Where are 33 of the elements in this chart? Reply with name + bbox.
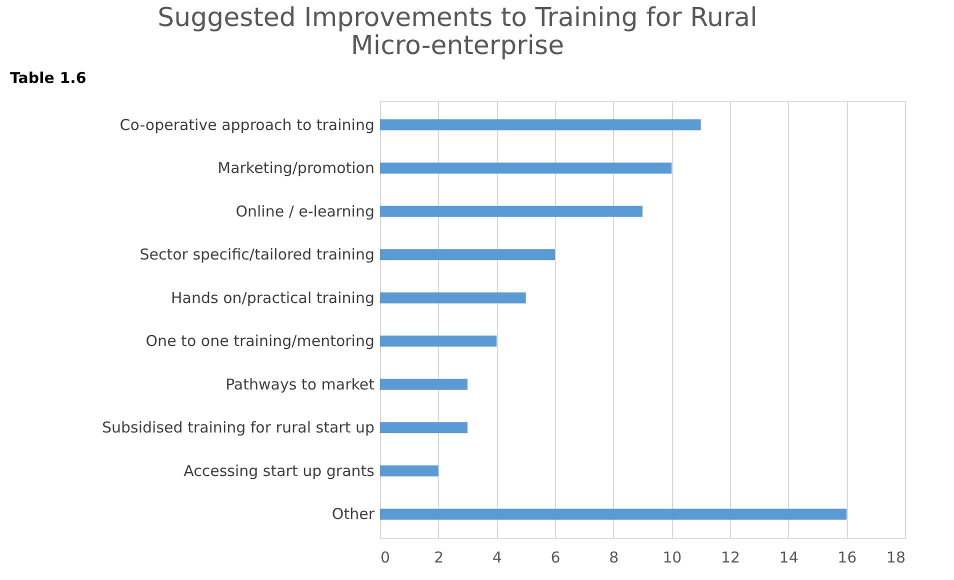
bar <box>380 162 672 174</box>
text: Micro-enterprise <box>350 31 564 61</box>
x-tick-label: 6 <box>550 548 560 566</box>
y-tick-label: Pathways to market <box>226 375 375 394</box>
text: Suggested Improvements to Training for Rural <box>158 3 758 33</box>
bar <box>380 249 555 260</box>
bar <box>380 422 468 434</box>
x-tick-label: 14 <box>779 548 798 566</box>
bar <box>380 508 847 520</box>
bar <box>380 206 642 217</box>
x-tick-label: 0 <box>380 548 390 566</box>
y-tick-label: Accessing start up grants <box>184 462 375 480</box>
x-tick-label: 16 <box>838 548 857 566</box>
y-tick-label: Marketing/promotion <box>218 159 374 178</box>
y-tick-label: Co-operative approach to training <box>120 116 374 134</box>
y-tick-label: Other <box>332 505 376 524</box>
bar <box>380 119 701 130</box>
y-tick-label: Sector specific/tailored training <box>140 246 374 264</box>
bar <box>380 378 468 390</box>
bar <box>380 292 526 304</box>
y-tick-label: Subsidised training for rural start up <box>102 418 374 437</box>
y-tick-label: Online / e-learning <box>236 202 374 220</box>
bar <box>380 465 438 476</box>
caption: Table 1.6 <box>10 69 86 87</box>
x-tick-label: 18 <box>886 548 906 566</box>
x-tick-label: 2 <box>434 548 444 566</box>
x-tick-label: 10 <box>662 548 682 566</box>
x-tick-label: 4 <box>492 548 502 566</box>
x-tick-label: 12 <box>720 548 740 566</box>
bar <box>380 336 497 347</box>
x-tick-label: 8 <box>609 548 619 566</box>
y-tick-label: One to one training/mentoring <box>146 332 374 350</box>
y-tick-label: Hands on/practical training <box>171 288 374 307</box>
